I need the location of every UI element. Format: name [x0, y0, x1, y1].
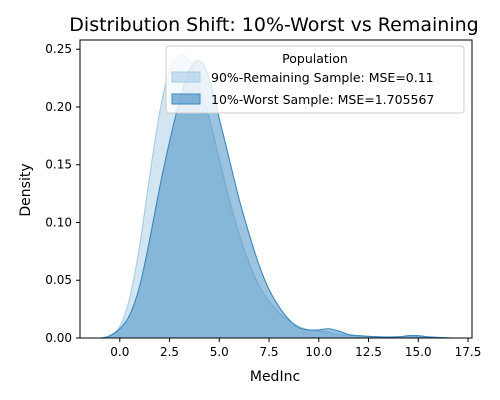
- y-axis: 0.00 0.05 0.10 0.15 0.20 0.25: [45, 42, 80, 345]
- y-tick-label: 0.15: [45, 158, 72, 172]
- y-tick-label: 0.05: [45, 273, 72, 287]
- legend-label-worst: 10%-Worst Sample: MSE=1.705567: [211, 92, 434, 107]
- x-tick-label: 15.0: [405, 345, 432, 359]
- x-tick-label: 17.5: [455, 345, 482, 359]
- legend-frame: [165, 45, 465, 114]
- x-tick-label: 7.5: [259, 345, 278, 359]
- y-axis-title: Density: [18, 163, 34, 216]
- x-tick-label: 12.5: [355, 345, 382, 359]
- chart-title: Distribution Shift: 10%-Worst vs Remaini…: [69, 14, 478, 36]
- y-tick-label: 0.20: [45, 100, 72, 114]
- y-tick-label: 0.00: [45, 331, 72, 345]
- x-tick-label: 10.0: [305, 345, 332, 359]
- legend-title: Population: [282, 51, 348, 66]
- legend-swatch-worst: [171, 93, 201, 105]
- plot-frame: [79, 39, 473, 339]
- x-tick-label: 0.0: [110, 345, 129, 359]
- plot-area: [79, 39, 473, 339]
- legend-swatch-remaining: [171, 71, 201, 83]
- series-line-1: [101, 59, 453, 339]
- y-tick-label: 0.10: [45, 215, 72, 229]
- y-tick-label: 0.25: [45, 42, 72, 56]
- x-axis: 0.0 2.5 5.0 7.5 10.0 12.5 15.0 17.5: [110, 338, 481, 359]
- x-axis-title: MedInc: [250, 369, 300, 385]
- legend: Population 90%-Remaining Sample: MSE=0.1…: [165, 45, 465, 114]
- x-tick-label: 2.5: [160, 345, 179, 359]
- series-area-1: [101, 60, 453, 339]
- x-tick-label: 5.0: [210, 345, 229, 359]
- legend-label-remaining: 90%-Remaining Sample: MSE=0.11: [211, 70, 434, 85]
